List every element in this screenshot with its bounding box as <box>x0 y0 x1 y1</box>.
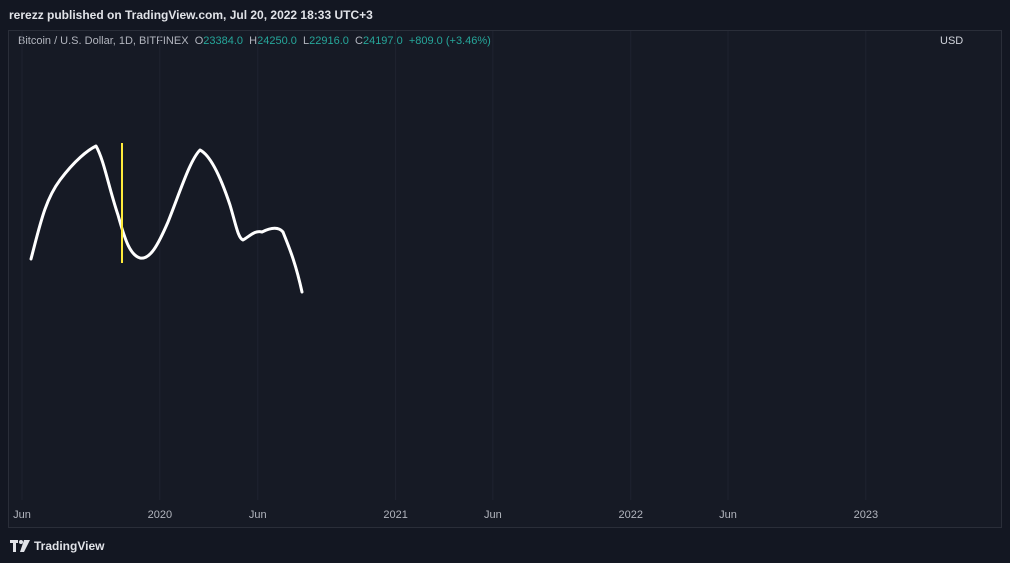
grid-lines <box>21 31 867 500</box>
tradingview-logo-icon <box>10 540 30 552</box>
bottom-bar <box>0 528 1010 563</box>
time-tick: 2022 <box>618 509 642 521</box>
symbol-name[interactable]: Bitcoin / U.S. Dollar, 1D, BITFINEX <box>18 35 189 47</box>
ohlc-open: O23384.0 <box>194 35 244 47</box>
ohlc-high: H24250.0 <box>249 35 297 47</box>
time-tick: Jun <box>249 509 267 521</box>
time-tick: 2021 <box>383 509 407 521</box>
time-tick: 2023 <box>854 509 878 521</box>
publisher-line: rerezz published on TradingView.com, Jul… <box>9 8 373 22</box>
brand-label: TradingView <box>34 539 105 553</box>
ohlc-low: L22916.0 <box>302 35 349 47</box>
time-axis[interactable]: Jun 2020 Jun 2021 Jun 2022 Jun 2023 <box>13 509 878 521</box>
chart-panel[interactable] <box>8 30 1002 528</box>
time-tick: Jun <box>484 509 502 521</box>
currency-label[interactable]: USD <box>940 35 964 47</box>
top-bar <box>0 0 1010 30</box>
drawings[interactable]: rerezz <box>29 0 708 294</box>
time-tick: Jun <box>13 509 31 521</box>
symbol-legend: Bitcoin / U.S. Dollar, 1D, BITFINEX O233… <box>18 35 491 47</box>
ohlc-close: C24197.0 <box>355 35 403 47</box>
tradingview-brand[interactable]: TradingView <box>10 539 104 553</box>
time-tick: Jun <box>719 509 737 521</box>
time-tick: 2020 <box>148 509 172 521</box>
ohlc-change: +809.0 (+3.46%) <box>408 35 491 47</box>
freehand-sketch[interactable] <box>29 144 304 294</box>
